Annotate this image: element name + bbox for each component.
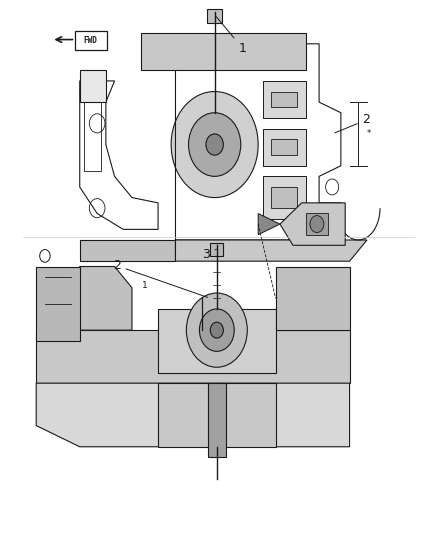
Text: 1: 1	[216, 17, 247, 55]
Circle shape	[199, 309, 234, 351]
Text: 1: 1	[142, 280, 148, 289]
Polygon shape	[176, 240, 367, 261]
Circle shape	[206, 134, 223, 155]
Text: 2: 2	[335, 114, 371, 133]
Bar	[207, 10, 223, 22]
Circle shape	[186, 293, 247, 367]
Circle shape	[310, 216, 324, 232]
Polygon shape	[141, 33, 306, 70]
Polygon shape	[80, 70, 106, 102]
Circle shape	[210, 322, 223, 338]
Polygon shape	[80, 266, 132, 330]
Circle shape	[188, 113, 241, 176]
Bar	[271, 139, 297, 155]
Polygon shape	[258, 214, 280, 235]
Polygon shape	[36, 266, 80, 341]
Polygon shape	[158, 383, 276, 447]
FancyBboxPatch shape	[74, 31, 107, 50]
Bar	[306, 214, 328, 235]
Bar	[84, 102, 102, 171]
Bar	[262, 81, 306, 118]
Polygon shape	[158, 309, 276, 373]
Polygon shape	[36, 383, 350, 447]
Text: 2: 2	[113, 259, 208, 297]
Text: FWD: FWD	[84, 36, 98, 45]
Polygon shape	[36, 330, 350, 383]
Bar	[210, 243, 223, 256]
Text: *: *	[367, 130, 371, 139]
Polygon shape	[80, 240, 176, 261]
Circle shape	[171, 92, 258, 198]
Bar	[262, 176, 306, 219]
Bar	[208, 383, 226, 457]
Polygon shape	[280, 203, 345, 245]
Bar	[271, 92, 297, 108]
Text: 3: 3	[202, 248, 216, 261]
Bar	[262, 128, 306, 166]
Polygon shape	[276, 266, 350, 330]
Bar	[271, 187, 297, 208]
